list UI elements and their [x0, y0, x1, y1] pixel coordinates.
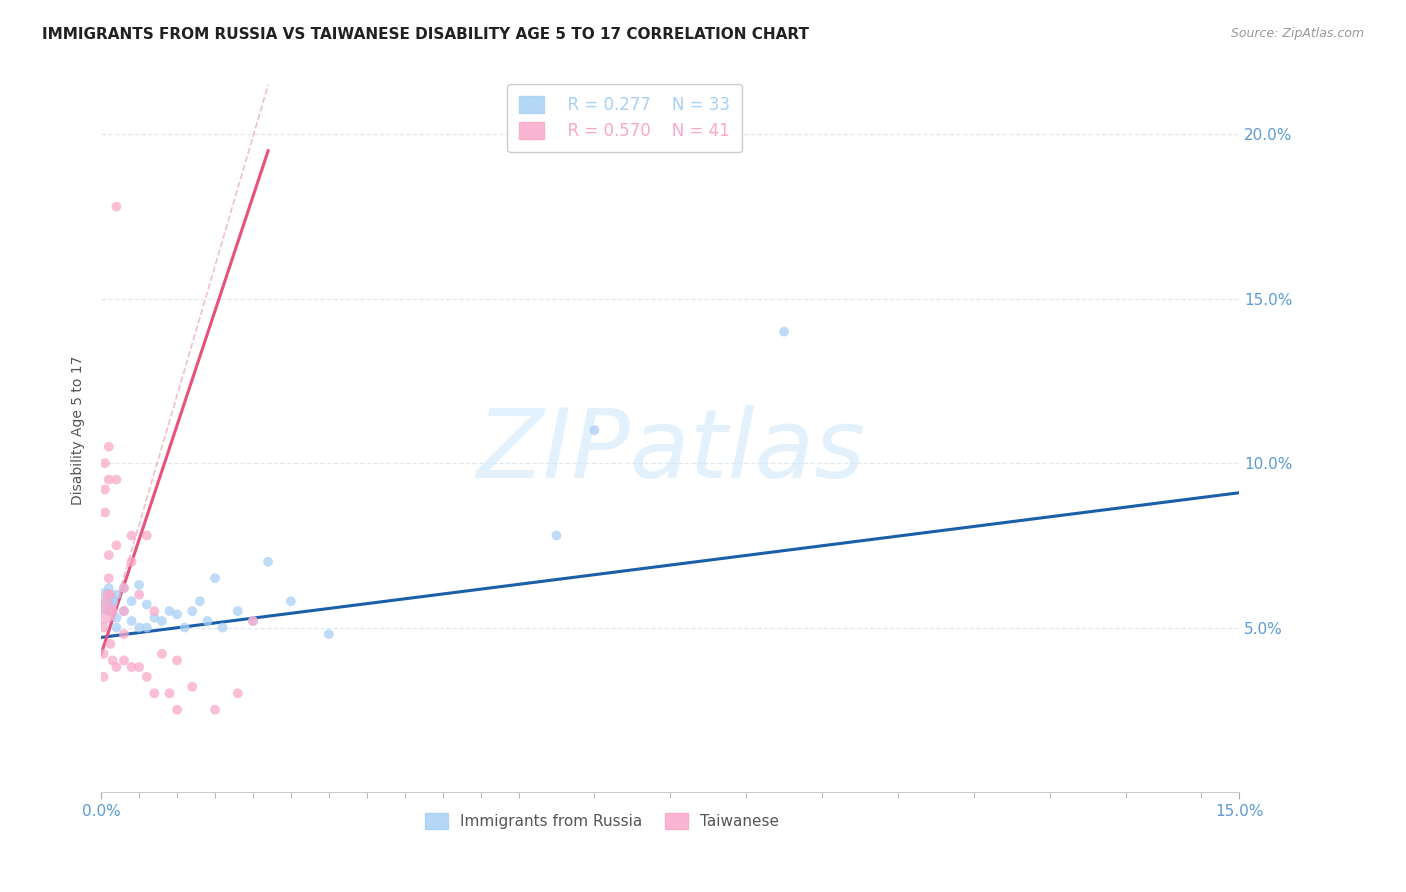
Point [98, 588, 121, 602]
Point [204, 703, 226, 717]
Point [101, 594, 124, 608]
Point [242, 614, 264, 628]
Point [121, 555, 143, 569]
Point [128, 660, 150, 674]
Point [150, 647, 173, 661]
Point [97, 548, 120, 562]
Text: ZIPatlas: ZIPatlas [475, 406, 865, 499]
Point [105, 588, 128, 602]
Point [97, 571, 120, 585]
Point [94, 594, 117, 608]
Point [188, 594, 211, 608]
Point [112, 653, 135, 667]
Point [98, 637, 121, 651]
Point [143, 604, 166, 618]
Point [105, 660, 128, 674]
Text: Source: ZipAtlas.com: Source: ZipAtlas.com [1230, 27, 1364, 40]
Point [128, 621, 150, 635]
Point [181, 604, 204, 618]
Point [143, 686, 166, 700]
Point [257, 555, 280, 569]
Point [94, 483, 117, 497]
Point [97, 440, 120, 454]
Point [583, 423, 606, 437]
Point [121, 528, 143, 542]
Text: IMMIGRANTS FROM RUSSIA VS TAIWANESE DISABILITY AGE 5 TO 17 CORRELATION CHART: IMMIGRANTS FROM RUSSIA VS TAIWANESE DISA… [42, 27, 810, 42]
Point [94, 456, 117, 470]
Point [318, 627, 340, 641]
Point [94, 505, 117, 519]
Point [105, 610, 128, 624]
Point [181, 680, 204, 694]
Point [135, 598, 157, 612]
Point [128, 578, 150, 592]
Legend: Immigrants from Russia, Taiwanese: Immigrants from Russia, Taiwanese [419, 806, 786, 835]
Point [204, 571, 226, 585]
Point [128, 588, 150, 602]
Point [226, 604, 249, 618]
Point [173, 621, 195, 635]
Point [773, 325, 796, 339]
Point [97, 473, 120, 487]
Point [242, 614, 264, 628]
Point [93, 604, 115, 618]
Point [197, 614, 219, 628]
Point [93, 670, 115, 684]
Point [105, 473, 128, 487]
Point [96, 588, 118, 602]
Point [105, 621, 128, 635]
Point [97, 604, 120, 618]
Point [280, 594, 302, 608]
Point [93, 621, 115, 635]
Point [159, 604, 181, 618]
Point [112, 604, 135, 618]
Point [105, 200, 128, 214]
Point [135, 621, 157, 635]
Point [135, 528, 157, 542]
Point [101, 604, 124, 618]
Point [121, 660, 143, 674]
Point [159, 686, 181, 700]
Point [112, 581, 135, 595]
Point [546, 528, 568, 542]
Point [101, 653, 124, 667]
Point [121, 594, 143, 608]
Y-axis label: Disability Age 5 to 17: Disability Age 5 to 17 [72, 356, 86, 505]
Point [112, 581, 135, 595]
Point [135, 670, 157, 684]
Point [97, 581, 120, 595]
Point [105, 538, 128, 552]
Point [93, 647, 115, 661]
Point [150, 614, 173, 628]
Point [226, 686, 249, 700]
Point [143, 610, 166, 624]
Point [166, 607, 188, 622]
Point [166, 653, 188, 667]
Point [112, 627, 135, 641]
Point [211, 621, 233, 635]
Point [166, 703, 188, 717]
Point [121, 614, 143, 628]
Point [112, 604, 135, 618]
